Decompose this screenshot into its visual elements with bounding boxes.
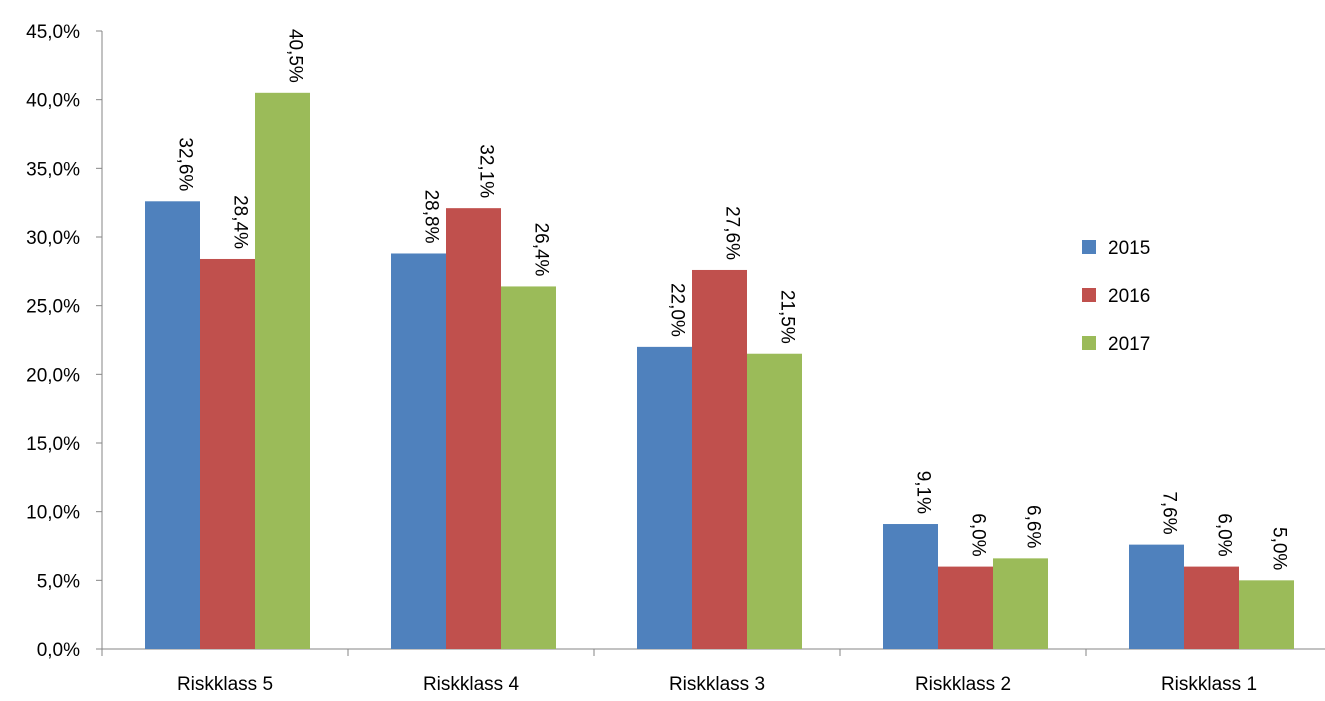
data-label: 6,6% xyxy=(1023,505,1044,548)
y-tick-label: 25,0% xyxy=(26,297,80,318)
y-tick-label: 45,0% xyxy=(26,22,80,43)
bar-2015 xyxy=(145,201,200,649)
bar-2017 xyxy=(255,92,310,650)
y-tick-label: 40,0% xyxy=(26,91,80,112)
legend-label: 2015 xyxy=(1108,238,1150,259)
data-label: 40,5% xyxy=(285,29,306,83)
y-tick-label: 10,0% xyxy=(26,503,80,524)
x-tick-label: Riskklass 2 xyxy=(915,674,1011,695)
bar-2016 xyxy=(692,269,747,649)
bar-2015 xyxy=(637,346,692,649)
data-label: 9,1% xyxy=(913,471,934,514)
bar-2015 xyxy=(1129,544,1184,649)
y-tick-label: 20,0% xyxy=(26,365,80,386)
data-label: 32,1% xyxy=(476,144,497,198)
axes: 0,0% 5,0% 10,0% 15,0% 20,0% 25,0% 30,0% 35,0% 40… xyxy=(26,22,1325,695)
data-label: 22,0% xyxy=(667,283,688,337)
bar-2017 xyxy=(993,558,1048,649)
data-label: 27,6% xyxy=(722,206,743,260)
bar-2017 xyxy=(1239,580,1294,649)
bar-2016 xyxy=(446,208,501,649)
data-label: 6,0% xyxy=(1214,513,1235,556)
bar-2017 xyxy=(501,286,556,649)
bar-2015 xyxy=(391,253,446,650)
data-label: 21,5% xyxy=(777,290,798,344)
data-label: 5,0% xyxy=(1269,527,1290,570)
x-tick-label: Riskklass 4 xyxy=(423,674,520,695)
data-label: 26,4% xyxy=(531,223,552,277)
bars xyxy=(145,92,1294,650)
y-tick-label: 35,0% xyxy=(26,159,80,180)
legend: 2015 2016 2017 xyxy=(1082,238,1150,355)
x-tick-label: Riskklass 5 xyxy=(177,674,273,695)
y-tick-label: 5,0% xyxy=(37,571,80,592)
legend-label: 2017 xyxy=(1108,334,1150,355)
data-label: 6,0% xyxy=(968,513,989,556)
bar-2016 xyxy=(1184,566,1239,649)
data-labels: 32,6% 28,8% 22,0% 9,1% 7,6% 28,4% 32,1% 27,6% 6,… xyxy=(175,29,1290,571)
legend-swatch-2016 xyxy=(1082,288,1096,302)
bar-2016 xyxy=(200,258,255,649)
legend-label: 2016 xyxy=(1108,286,1150,307)
data-label: 28,8% xyxy=(421,190,442,244)
y-tick-label: 15,0% xyxy=(26,434,80,455)
bar-2016 xyxy=(938,566,993,649)
data-label: 32,6% xyxy=(175,137,196,191)
x-tick-label: Riskklass 3 xyxy=(669,674,765,695)
bar-2017 xyxy=(747,353,802,649)
legend-swatch-2017 xyxy=(1082,336,1096,350)
bar-2015 xyxy=(883,524,938,649)
data-label: 7,6% xyxy=(1159,491,1180,534)
y-tick-label: 30,0% xyxy=(26,228,80,249)
y-tick-label: 0,0% xyxy=(37,640,80,661)
legend-swatch-2015 xyxy=(1082,240,1096,254)
data-label: 28,4% xyxy=(230,195,251,249)
x-tick-label: Riskklass 1 xyxy=(1161,674,1257,695)
